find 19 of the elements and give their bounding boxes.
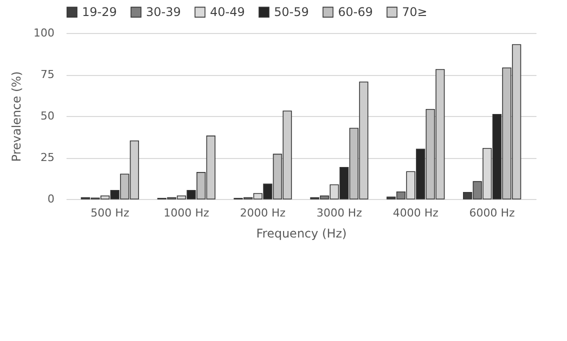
y-tick-label: 50 bbox=[40, 110, 54, 122]
x-tick-label: 2000 Hz bbox=[240, 206, 286, 220]
legend-label: 40-49 bbox=[210, 5, 245, 20]
legend-label: 50-59 bbox=[274, 5, 309, 20]
legend-label: 30-39 bbox=[146, 5, 181, 20]
y-tick-label: 0 bbox=[48, 192, 54, 206]
y-tick-label: 100 bbox=[34, 26, 54, 40]
y-axis-title: Prevalence (%) bbox=[10, 71, 24, 162]
y-tick-label: 75 bbox=[40, 68, 54, 81]
x-tick-label: 3000 Hz bbox=[316, 206, 362, 220]
legend-label: 70≥ bbox=[402, 5, 428, 20]
legend-label: 19-29 bbox=[82, 5, 117, 20]
x-tick-label: 1000 Hz bbox=[164, 206, 210, 220]
x-axis-title: Frequency (Hz) bbox=[256, 226, 347, 240]
y-tick-label: 25 bbox=[40, 151, 54, 164]
x-tick-label: 6000 Hz bbox=[469, 206, 516, 220]
legend-label: 60-69 bbox=[338, 5, 373, 20]
x-tick-label: 4000 Hz bbox=[392, 206, 439, 220]
x-tick-label: 500 Hz bbox=[90, 206, 130, 220]
